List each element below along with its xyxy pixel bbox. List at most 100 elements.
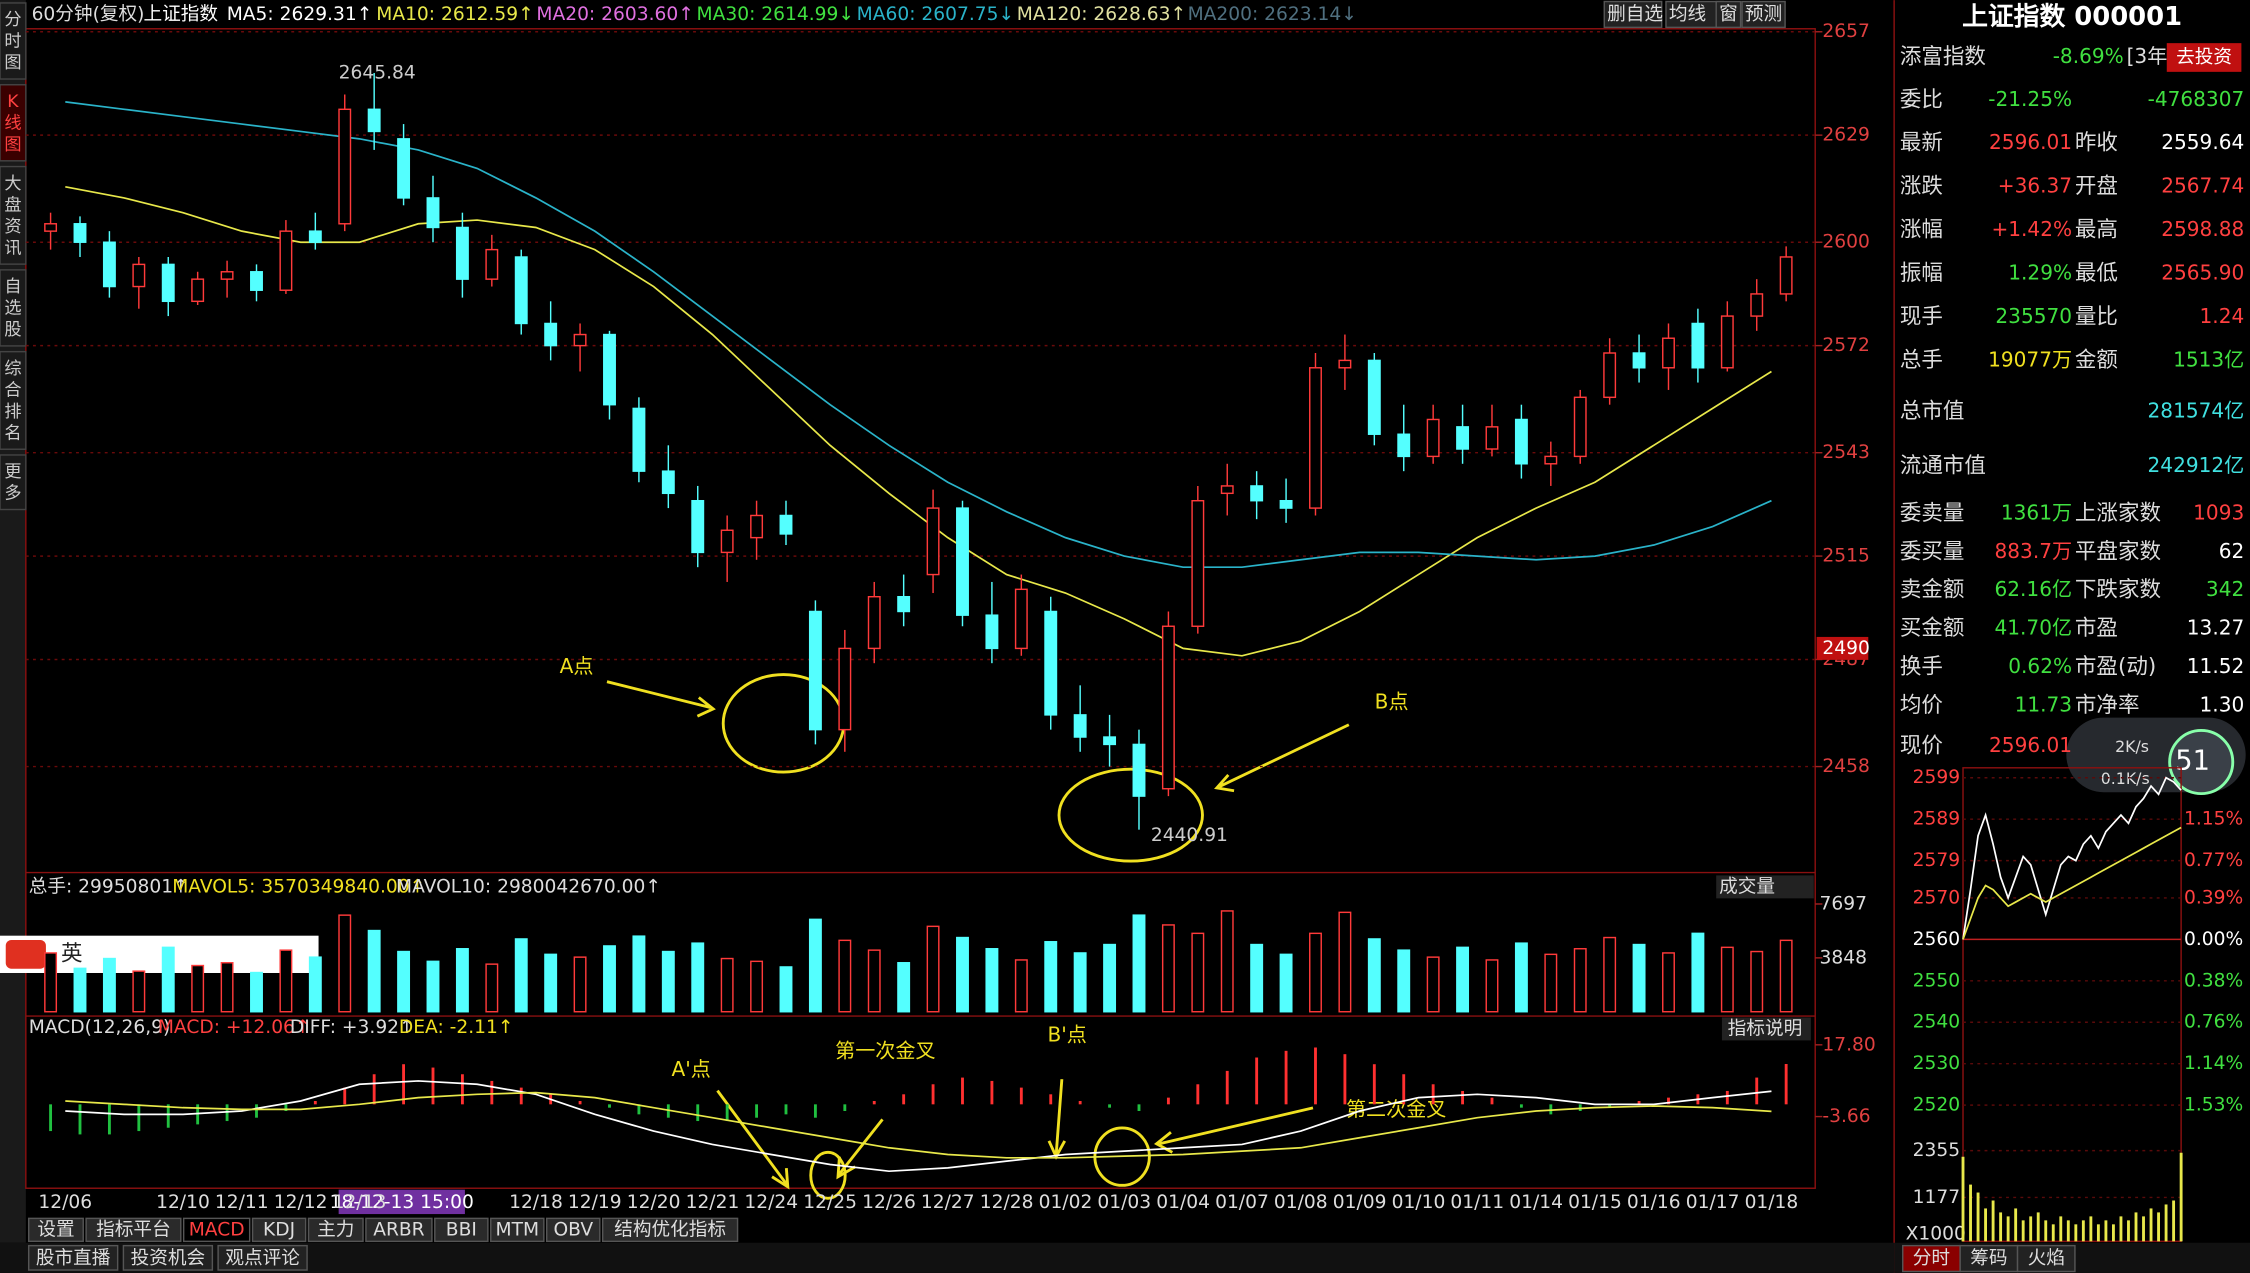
- candle-body: [720, 529, 734, 554]
- candle-body: [632, 407, 646, 472]
- volume-bar: [279, 949, 293, 1013]
- sidebar-tab-label: 排: [4, 402, 21, 422]
- sidebar-tab[interactable]: [0, 2, 27, 80]
- pct-label: 0.76%: [2184, 1012, 2243, 1033]
- volume-bar: [1456, 946, 1470, 1013]
- toolbar-button[interactable]: [1741, 0, 1786, 29]
- annotation: A点: [560, 654, 594, 678]
- candle-body: [1720, 315, 1734, 369]
- sidebar-tab[interactable]: [0, 165, 27, 265]
- volume-bar: [514, 938, 528, 1013]
- volume-bar: [838, 939, 852, 1013]
- indicator-tab[interactable]: [434, 1217, 489, 1243]
- candle-body: [1632, 352, 1646, 369]
- indicator-tab[interactable]: [545, 1217, 601, 1243]
- candle-body: [1103, 736, 1117, 746]
- candle-body: [1338, 359, 1352, 369]
- y-tick-label: 2355: [1913, 1140, 1960, 1161]
- sidebar-tab-label: 时: [4, 32, 21, 52]
- x-tick-label: 12/19: [568, 1192, 622, 1213]
- row-value: 2596.01: [1989, 130, 2072, 154]
- volume-bar: [1309, 932, 1322, 1013]
- candle-body: [73, 223, 87, 243]
- indicator-tab[interactable]: [85, 1217, 182, 1243]
- candle-body: [191, 278, 205, 303]
- toolbar-button-label: 均线: [1669, 4, 1706, 25]
- indicator-tab[interactable]: [251, 1217, 307, 1243]
- indicator-tab-label: 设置: [37, 1219, 74, 1240]
- indicator-tab[interactable]: [601, 1217, 739, 1243]
- cursor-date: 18-12-13 15:00: [330, 1192, 474, 1213]
- sidebar-tab-label: 盘: [4, 195, 21, 215]
- macd-line: [65, 1080, 1772, 1173]
- candle-body: [279, 230, 293, 291]
- volume-bar: [1014, 959, 1028, 1013]
- row-label: 买金额: [1900, 616, 1965, 641]
- candle-body: [1309, 367, 1322, 509]
- sidebar-tab[interactable]: [0, 269, 27, 347]
- ime-mode[interactable]: 英: [61, 941, 83, 966]
- sidebar-tab[interactable]: [0, 454, 27, 511]
- indicator-tab[interactable]: [490, 1217, 545, 1243]
- candle-body: [102, 241, 116, 288]
- row-value: 235570: [1995, 304, 2072, 328]
- row-value: 19077万: [1988, 347, 2072, 371]
- volume-bar: [1397, 949, 1411, 1013]
- candle-body: [1250, 485, 1264, 502]
- candle-body: [132, 263, 146, 288]
- indicator-tab[interactable]: [365, 1217, 433, 1243]
- y-tick-label: 2579: [1913, 850, 1960, 871]
- x-tick-label: 12/06: [38, 1192, 92, 1213]
- cursor-price-box: [1816, 636, 1869, 660]
- fund-name: 添富指数: [1900, 44, 1986, 69]
- ma-value: MA30: 2614.99↓: [697, 4, 854, 25]
- macd-label: DIFF: +3.92↑: [290, 1017, 415, 1038]
- sidebar-tab[interactable]: [0, 350, 27, 450]
- row-label: 量比: [2075, 305, 2118, 330]
- volume-bar: [250, 971, 263, 1013]
- row-label: 委卖量: [1900, 501, 1965, 526]
- row-label: 开盘: [2075, 174, 2118, 199]
- candle-body: [1220, 485, 1234, 495]
- toolbar-button[interactable]: [1715, 0, 1742, 29]
- sidebar-tab[interactable]: [0, 84, 27, 162]
- indicator-tab[interactable]: [307, 1217, 364, 1243]
- sidebar-tab-label: 图: [4, 135, 21, 155]
- volume-bar: [603, 945, 616, 1013]
- indicator-help[interactable]: [1721, 1017, 1811, 1041]
- invest-button[interactable]: [2166, 43, 2242, 72]
- quote-tab[interactable]: [2016, 1244, 2076, 1273]
- row-label: 现手: [1900, 305, 1943, 330]
- volume-bar: [1632, 943, 1646, 1013]
- y-tick-label: 2657: [1822, 21, 1869, 42]
- row-value: 13.27: [2187, 616, 2244, 640]
- toolbar-button[interactable]: [1603, 0, 1663, 29]
- macd-label: MACD(12,26,9): [29, 1017, 171, 1038]
- candle-body: [691, 499, 705, 554]
- y-tick-label: 2520: [1913, 1095, 1960, 1116]
- row-value: 2596.01: [1989, 733, 2072, 757]
- macd-label: DEA: -2.11↑: [399, 1017, 514, 1038]
- volume-bar: [308, 956, 322, 1013]
- indicator-tab[interactable]: [27, 1217, 84, 1243]
- x-tick-label: 12/27: [921, 1192, 975, 1213]
- x-tick-label: 01/09: [1333, 1192, 1387, 1213]
- indicator-tab[interactable]: [182, 1217, 251, 1243]
- row-label: 最新: [1900, 131, 1943, 156]
- bottom-tab[interactable]: [122, 1244, 214, 1271]
- volume-bar: [1338, 911, 1352, 1013]
- indicator-tab-label: 指标平台: [96, 1219, 171, 1240]
- row-label: 涨幅: [1900, 218, 1943, 243]
- toolbar-button[interactable]: [1665, 0, 1725, 29]
- quote-tab[interactable]: [1959, 1244, 2019, 1273]
- bottom-tab[interactable]: [27, 1244, 119, 1271]
- candle-body: [750, 514, 764, 539]
- annotation: A'点: [672, 1057, 711, 1081]
- candle-body: [1750, 293, 1764, 317]
- candle-body: [544, 322, 558, 347]
- y-tick-label: 1177: [1913, 1187, 1960, 1208]
- bottom-tab[interactable]: [217, 1244, 308, 1271]
- indicator-tab-label: 结构优化指标: [614, 1219, 726, 1240]
- quote-tab[interactable]: [1902, 1244, 1961, 1273]
